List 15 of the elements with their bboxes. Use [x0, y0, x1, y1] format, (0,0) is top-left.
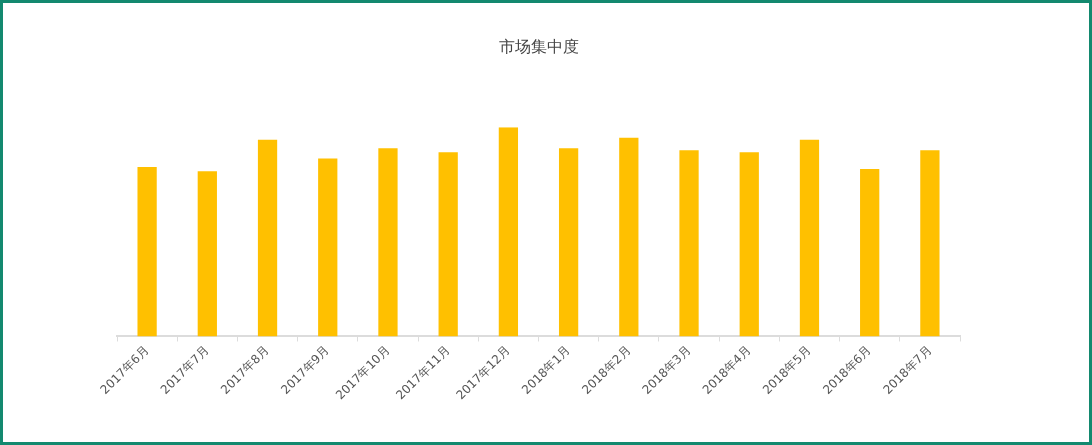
bar: [197, 171, 217, 337]
chart-title: 市场集中度: [498, 36, 579, 56]
bar: [860, 169, 880, 337]
bar: [920, 150, 940, 337]
bar: [679, 150, 699, 337]
bar: [799, 139, 820, 337]
bar: [318, 158, 338, 337]
bar: [137, 166, 157, 337]
bar: [619, 137, 639, 337]
bar: [558, 148, 579, 337]
bar: [498, 127, 519, 337]
bar: [438, 152, 458, 337]
bar: [378, 148, 398, 337]
bar: [257, 139, 278, 337]
bar: [739, 152, 759, 337]
